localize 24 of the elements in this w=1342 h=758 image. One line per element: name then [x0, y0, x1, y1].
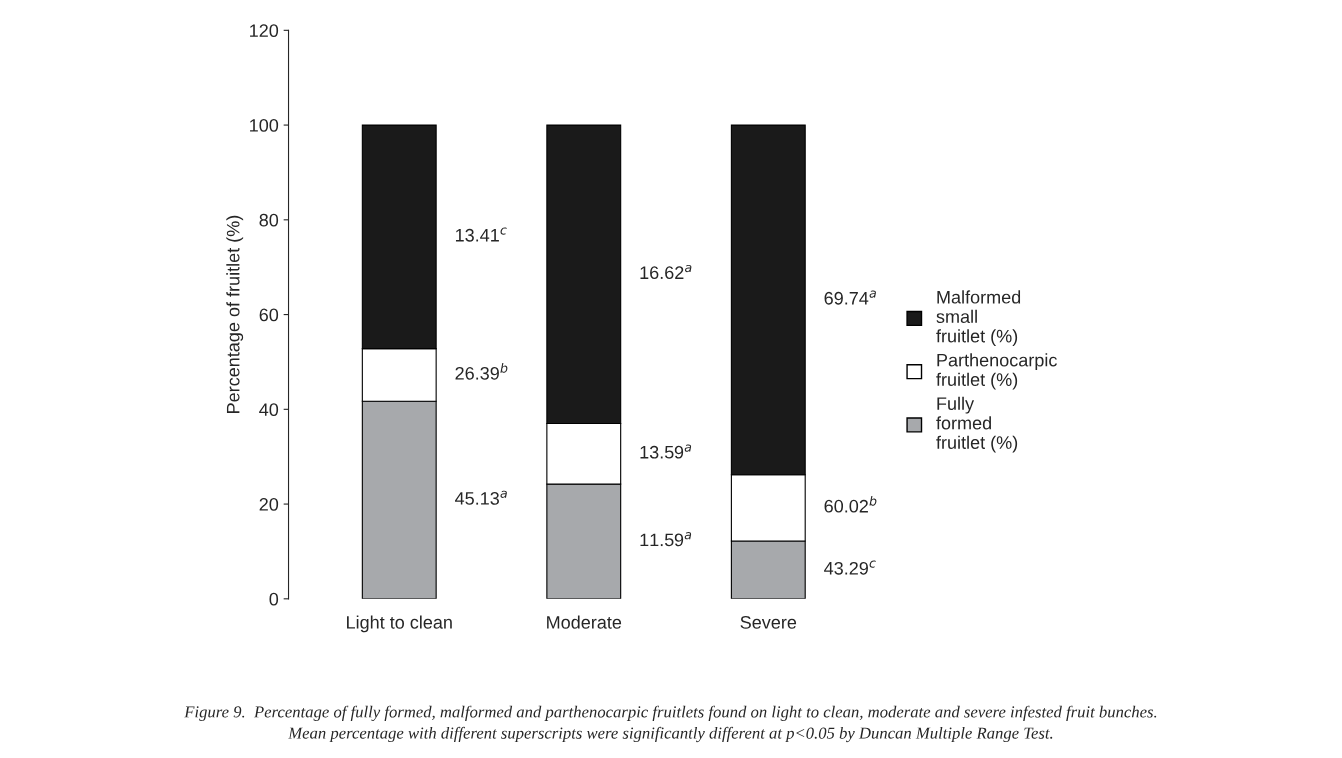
y-tick-label: 120: [250, 24, 279, 38]
y-tick-label: 60: [259, 308, 279, 322]
y-tick-label: 20: [259, 498, 279, 511]
annotation: 16.62$^{a}$: [640, 264, 692, 280]
y-tick-label: 0: [269, 592, 279, 606]
annotation: 13.59$^{a}$: [640, 444, 692, 459]
caption: Figure 9. Percentage of fully formed, malformed and parthenocarpic fruitlets found on light to clean, moderate and severe infested fruit bunches. Mean percentage with different superscripts were significantly different at p<0.05 by Duncan Multiple Range Test.: [184, 705, 1157, 743]
y-axis-title: Percentage of fruitlet (%): [226, 215, 244, 413]
y-tick-label: 100: [250, 119, 279, 132]
y-tick-label: 40: [259, 403, 279, 417]
legend-label: Parthenocarpic fruitlet (%): [936, 353, 1057, 390]
legend-label: Fully formed fruitlet (%): [936, 396, 1018, 453]
annotation: 26.39$^{b}$: [455, 363, 508, 380]
annotation: 60.02$^{b}$: [824, 495, 877, 513]
x-tick-label: Severe: [740, 615, 797, 629]
legend-label: Malformed small fruitlet (%): [936, 290, 1021, 347]
annotation: 13.41$^{c}$: [455, 227, 507, 242]
y-tick-label: 80: [259, 213, 279, 227]
annotation: 45.13$^{a}$: [455, 490, 507, 505]
annotation: 69.74$^{a}$: [824, 290, 876, 305]
annotation: 11.59$^{a}$: [640, 532, 692, 547]
x-tick-label: Moderate: [547, 615, 622, 629]
x-tick-label: Light to clean: [347, 615, 452, 633]
annotation: 43.29$^{c}$: [824, 560, 876, 575]
